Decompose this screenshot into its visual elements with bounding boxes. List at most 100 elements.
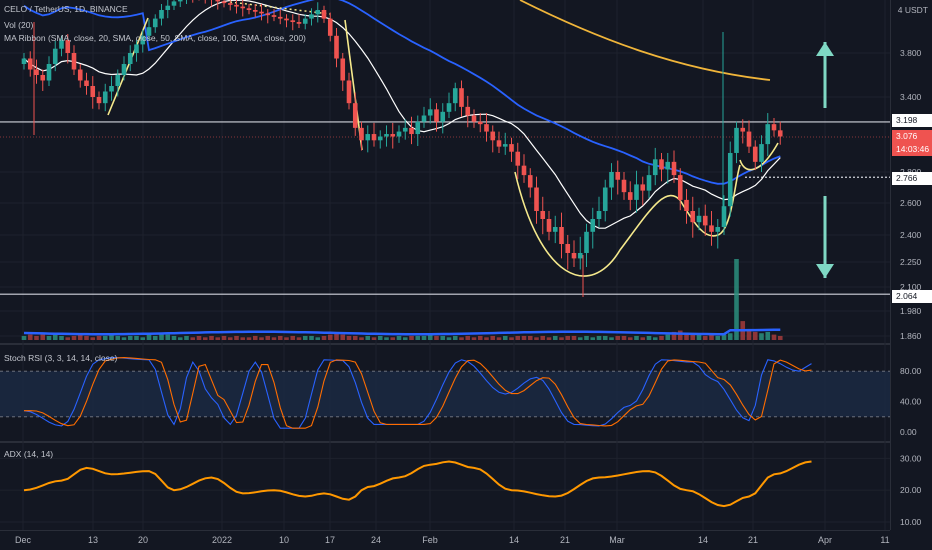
candle-body	[496, 140, 502, 147]
candle-body	[615, 172, 621, 180]
candle-body	[577, 253, 583, 259]
candle-body	[146, 27, 152, 36]
volume-bar	[284, 337, 289, 340]
volume-bar	[402, 337, 408, 340]
volume-bar	[84, 335, 89, 340]
volume-bar	[346, 335, 352, 340]
x-tick-label: Apr	[818, 535, 832, 545]
candle-body	[490, 131, 496, 141]
candle-body	[334, 35, 339, 59]
volume-bar	[502, 335, 508, 340]
volume-bar	[159, 333, 164, 340]
volume-bar	[590, 337, 596, 340]
volume-bar	[196, 335, 202, 340]
adx-tick-label: 30.00	[900, 453, 922, 463]
volume-bar	[709, 334, 714, 340]
candle-body	[627, 192, 633, 200]
candle-body	[109, 86, 114, 92]
volume-bar	[490, 335, 496, 340]
candle-body	[421, 115, 427, 122]
candle-body	[271, 15, 277, 17]
volume-bar	[459, 337, 464, 340]
candle-body	[321, 10, 327, 19]
volume-bar	[446, 337, 452, 340]
legend-vol: Vol (20)	[4, 20, 34, 30]
volume-bar	[59, 335, 64, 340]
volume-bar	[465, 335, 471, 340]
candle-body	[546, 219, 552, 232]
volume-bar	[302, 335, 308, 340]
candle-body	[509, 144, 514, 152]
candle-body	[309, 14, 314, 19]
candle-body	[52, 48, 58, 64]
volume-bar	[652, 337, 658, 340]
x-tick-label: 20	[138, 535, 148, 545]
volume-bar	[415, 335, 421, 340]
adx-line	[23, 460, 812, 508]
candle-body	[165, 5, 171, 10]
adx-tick-label: 20.00	[900, 485, 922, 495]
x-tick-label: 17	[325, 535, 335, 545]
candle-body	[127, 53, 133, 64]
sma-200-line	[519, 0, 771, 81]
volume-bar	[109, 334, 114, 340]
volume-bar	[559, 337, 564, 340]
candle-body	[252, 10, 258, 12]
y-tick-label: 2.600	[900, 198, 922, 208]
price-tag-resistance: 3.198	[892, 114, 932, 127]
volume-bar	[677, 330, 683, 340]
volume-bar	[671, 331, 677, 340]
candle-body	[671, 161, 677, 176]
x-tick-label: 10	[279, 535, 289, 545]
volume-bar	[309, 335, 314, 340]
y-tick-label: 2.250	[900, 257, 922, 267]
pane-separator	[0, 343, 890, 345]
candle-body	[465, 106, 471, 116]
volume-bar	[115, 335, 121, 340]
candle-body	[315, 10, 321, 15]
candle-body	[777, 130, 783, 137]
volume-bar	[215, 337, 221, 340]
candle-body	[277, 16, 283, 19]
volume-bar	[546, 337, 552, 340]
volume-bar	[40, 333, 46, 340]
candle-body	[602, 187, 608, 211]
volume-bar	[152, 335, 158, 340]
candle-body	[415, 121, 421, 135]
candle-body	[59, 40, 64, 49]
candle-body	[484, 124, 489, 132]
volume-bar	[521, 335, 527, 340]
candle-body	[771, 124, 777, 131]
legend-stoch: Stoch RSI (3, 3, 14, 14, close)	[4, 353, 118, 363]
volume-bar	[96, 335, 102, 340]
volume-bar	[146, 334, 152, 340]
candle-body	[390, 134, 396, 137]
volume-bar	[684, 333, 689, 340]
grid	[0, 0, 891, 531]
volume-bar	[134, 335, 139, 340]
volume-bar	[352, 335, 358, 340]
x-tick-label: 21	[560, 535, 570, 545]
candle-body	[102, 91, 108, 104]
candle-body	[527, 175, 533, 188]
volume-bar	[177, 337, 183, 340]
volume-bar	[565, 335, 571, 340]
volume-bar	[221, 335, 227, 340]
candle-body	[377, 136, 383, 141]
volume-bar	[746, 329, 752, 340]
volume-bar	[771, 334, 777, 340]
volume-bar	[484, 337, 489, 340]
left-pattern-line	[344, 19, 363, 151]
candle-body	[284, 18, 289, 21]
x-tick-label: 21	[748, 535, 758, 545]
volume-bar	[509, 337, 514, 340]
volume-bar	[359, 337, 364, 340]
candle-body	[346, 80, 352, 104]
volume-bar	[477, 335, 483, 340]
volume-bar	[171, 335, 177, 340]
y-tick-label: 3.800	[900, 48, 922, 58]
volume-bar	[327, 334, 333, 340]
indicators	[0, 356, 890, 508]
volume-bar	[190, 337, 196, 340]
volume-bar	[552, 335, 558, 340]
